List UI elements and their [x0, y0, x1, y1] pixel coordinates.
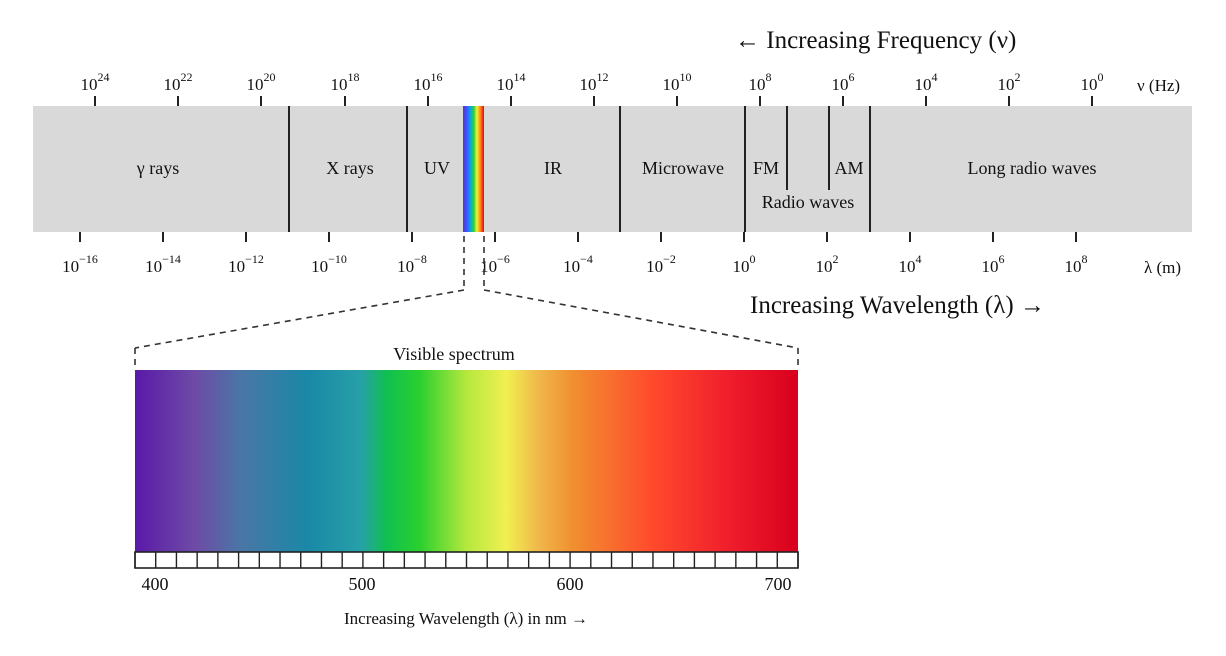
frequency-tick-label: 102: [998, 70, 1021, 94]
wavelength-tick-label: 106: [982, 252, 1005, 276]
spectrum-band: [33, 106, 1192, 232]
frequency-tick-marks: [94, 96, 1093, 106]
frequency-tick-label: 1024: [81, 70, 110, 94]
visible-ruler-ticks: [134, 552, 799, 568]
wavelength-tick-labels: 10−16 10−14 10−12 10−10 10−8 10−6 10−4 10−2 100 1…: [62, 252, 1087, 276]
wavelength-tick-label: 104: [899, 252, 922, 276]
frequency-tick-label: 104: [915, 70, 938, 94]
wavelength-tick-label: 108: [1065, 252, 1088, 276]
visible-label-500: 500: [349, 574, 376, 594]
frequency-tick-label: 1022: [164, 70, 193, 94]
wavelength-tick-label: 100: [733, 252, 756, 276]
frequency-tick-label: 1016: [414, 70, 443, 94]
frequency-tick-label: 108: [749, 70, 772, 94]
visible-label-700: 700: [765, 574, 792, 594]
visible-spectrum-title: Visible spectrum: [393, 344, 514, 364]
wavelength-tick-label: 10−8: [397, 252, 427, 276]
zoom-line-right-diagonal: [483, 289, 799, 349]
band-label-microwave: Microwave: [642, 158, 724, 178]
frequency-tick-label: 1014: [497, 70, 526, 94]
zoom-lines: [134, 236, 799, 368]
wavelength-unit-label: λ (m): [1144, 258, 1181, 277]
frequency-tick-label: 1010: [663, 70, 692, 94]
wavelength-axis-title: Increasing Wavelength (λ) →: [750, 292, 1045, 319]
zoom-line-left-diagonal: [134, 289, 465, 349]
frequency-tick-label: 100: [1081, 70, 1104, 94]
band-label-am: AM: [834, 158, 863, 178]
band-dividers: [288, 106, 871, 232]
wavelength-tick-label: 10−12: [228, 252, 264, 276]
band-label-radio-waves: Radio waves: [762, 192, 854, 212]
visible-wavelength-caption: Increasing Wavelength (λ) in nm →: [344, 609, 588, 628]
visible-strip: [463, 106, 484, 232]
band-label-long-radio: Long radio waves: [968, 158, 1097, 178]
visible-label-400: 400: [142, 574, 169, 594]
wavelength-tick-label: 10−2: [646, 252, 676, 276]
frequency-tick-labels: 1024 1022 1020 1018 1016 1014 1012 1010 108 106 10…: [81, 70, 1104, 94]
band-label-ir: IR: [544, 158, 562, 178]
wavelength-tick-label: 102: [816, 252, 839, 276]
band-label-xray: X rays: [326, 158, 374, 178]
frequency-tick-label: 1018: [331, 70, 360, 94]
band-label-fm: FM: [753, 158, 779, 178]
wavelength-tick-label: 10−4: [563, 252, 593, 276]
band-label-uv: UV: [424, 158, 450, 178]
band-label-gamma: γ rays: [136, 158, 179, 178]
visible-label-600: 600: [557, 574, 584, 594]
frequency-tick-label: 1012: [580, 70, 609, 94]
visible-spectrum-gradient: [135, 370, 798, 552]
frequency-axis-title: ← Increasing Frequency (ν): [735, 27, 1016, 54]
wavelength-tick-label: 10−10: [311, 252, 347, 276]
wavelength-tick-label: 10−14: [145, 252, 181, 276]
wavelength-tick-marks: [79, 232, 1077, 242]
frequency-tick-label: 106: [832, 70, 855, 94]
wavelength-tick-label: 10−16: [62, 252, 98, 276]
frequency-tick-label: 1020: [247, 70, 276, 94]
frequency-unit-label: ν (Hz): [1137, 76, 1180, 95]
